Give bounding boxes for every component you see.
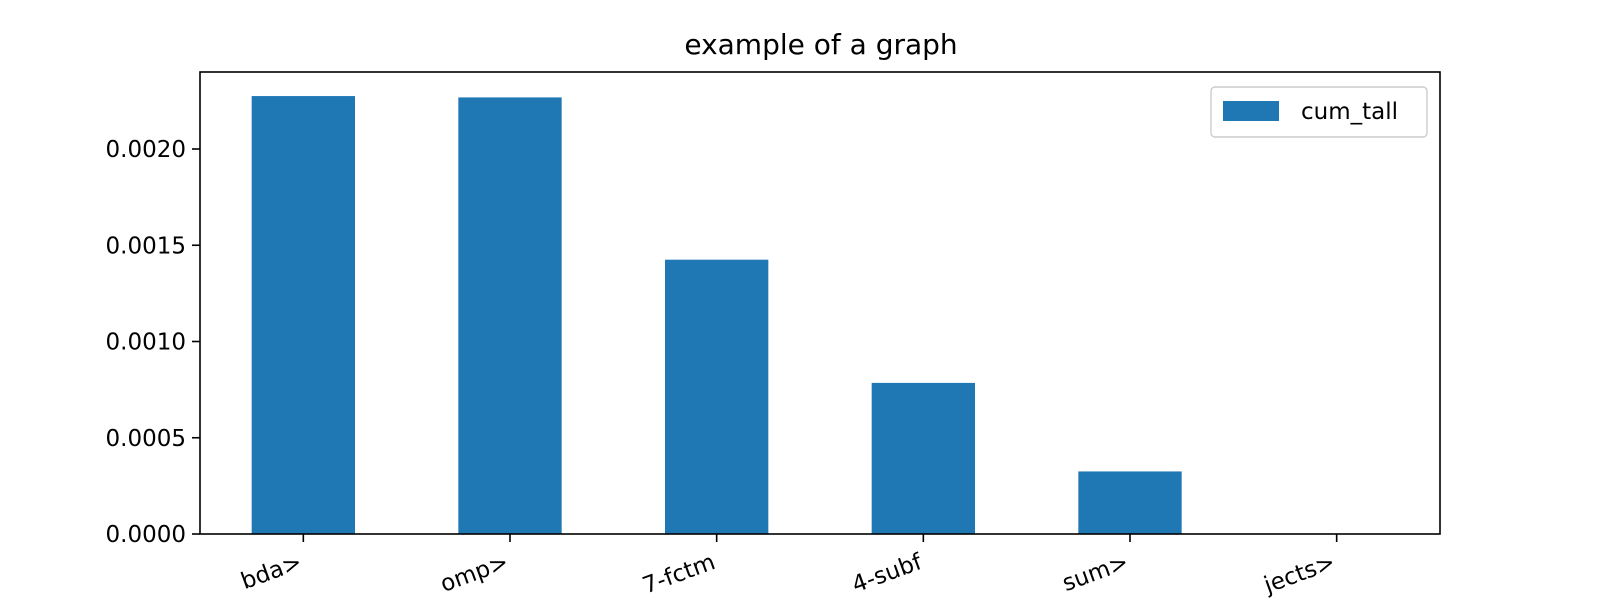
x-tick-label: omp>: [437, 549, 512, 597]
x-tick-label: 7-fctm: [639, 549, 718, 599]
x-tick-label: bda>: [238, 549, 306, 595]
x-tick-label: 4-subf: [849, 549, 927, 598]
bars-group: [251, 96, 1182, 534]
legend-frame: [1210, 86, 1428, 138]
x-tick-label: sum>: [1059, 549, 1132, 597]
y-axis: 0.0000 0.0005 0.0010 0.0015 0.0020: [106, 137, 200, 548]
legend: cum_tall: [1210, 86, 1428, 138]
plot-frame: [199, 71, 1441, 535]
y-tick-label: 0.0005: [106, 426, 186, 452]
chart-title: example of a graph: [684, 28, 957, 61]
bar: [871, 382, 975, 534]
bar: [665, 259, 769, 534]
legend-label-cum-tall: cum_tall: [1301, 99, 1398, 125]
x-tick-label: jects>: [1260, 549, 1339, 599]
y-tick-label: 0.0015: [106, 233, 186, 259]
bar: [1078, 471, 1182, 534]
y-tick-label: 0.0000: [106, 522, 186, 548]
bar: [458, 97, 562, 534]
bar: [251, 96, 355, 534]
legend-swatch: [1223, 101, 1279, 121]
y-tick-label: 0.0010: [106, 330, 186, 356]
y-tick-label: 0.0020: [106, 137, 186, 163]
x-axis: bda> omp> 7-fctm 4-subf sum> jects>: [238, 534, 1339, 599]
